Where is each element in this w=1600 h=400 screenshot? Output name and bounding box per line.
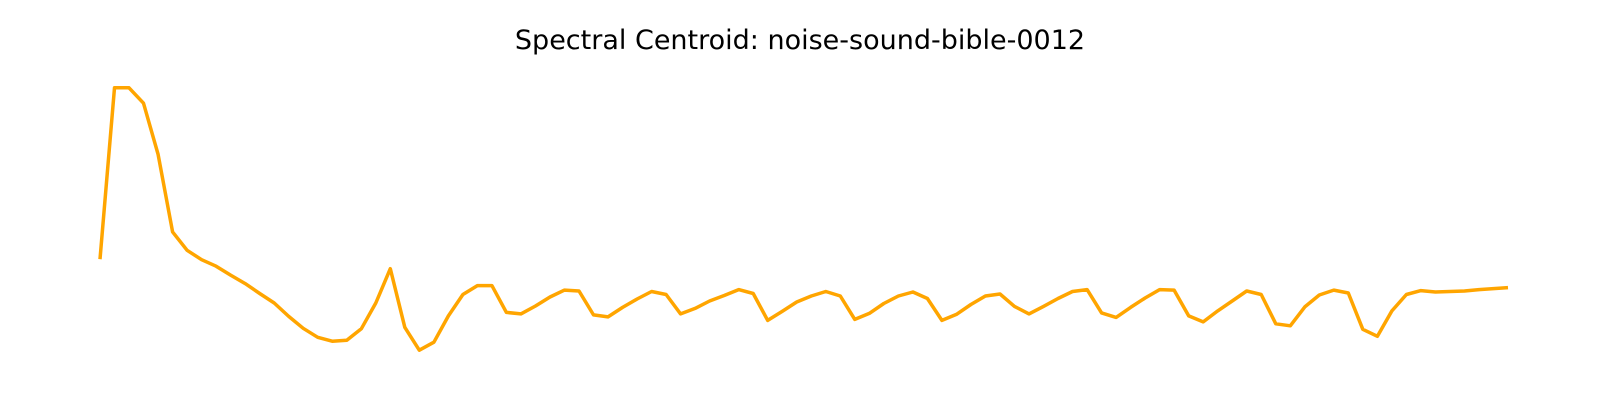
chart-title: Spectral Centroid: noise-sound-bible-001… <box>514 25 1086 56</box>
series-line-0 <box>98 86 1509 352</box>
plot-area <box>98 86 1509 352</box>
